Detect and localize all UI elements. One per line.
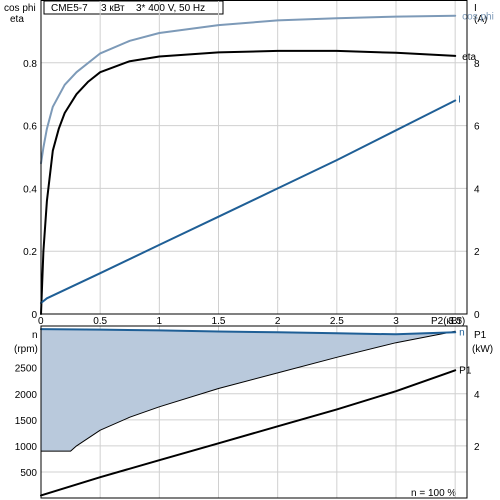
speed-series-label: n (459, 327, 465, 338)
x-tick-label: 3.5 (448, 316, 462, 327)
p1-axis-label: P1 (474, 330, 487, 341)
left-tick-label: 0.6 (23, 122, 37, 133)
x-tick-label: 0 (38, 316, 44, 327)
left-tick-label: 0.4 (23, 184, 37, 195)
grid-layer (40, 0, 467, 498)
speed-tick-label: 2000 (15, 390, 38, 401)
frame-layer (40, 0, 468, 499)
speed-unit-label: (rpm) (14, 344, 38, 355)
right-tick-label: 2 (474, 247, 480, 258)
header-power: 3 кВт (101, 3, 125, 14)
x-tick-label: 1.5 (212, 316, 226, 327)
x-tick-label: 3 (393, 316, 399, 327)
min-speed-line (40, 330, 456, 452)
right-tick-label: 4 (474, 184, 480, 195)
current-axis-label: I (474, 3, 477, 14)
cosphi-series-label: cos phi (462, 12, 494, 23)
current-unit-label: (A) (474, 14, 487, 25)
bottom-panel-frame (40, 325, 468, 499)
x-tick-label: 1 (157, 316, 163, 327)
cosphi-series-line (40, 14, 457, 165)
current-series-line (40, 99, 457, 304)
header-supply: 3* 400 V, 50 Hz (136, 3, 205, 14)
eta-series-label: eta (462, 52, 476, 63)
top-panel-frame (40, 0, 468, 315)
eta-axis-label: eta (10, 14, 24, 25)
x-tick-label: 0.5 (93, 316, 107, 327)
speed-tick-label: 2500 (15, 364, 38, 375)
speed-series-line (40, 328, 457, 336)
p1-unit-label: (kW) (472, 344, 493, 355)
p1-tick-label: 4 (474, 390, 480, 401)
right-tick-label: 6 (474, 122, 480, 133)
header: CME5-7 3 кВт 3* 400 V, 50 Hz (43, 0, 224, 15)
speed-tick-label: 1500 (15, 416, 38, 427)
tick-layer: 0 0.5 1 1.5 2 2.5 3 3.5 0 0.2 0.4 0.6 0.8 0 2 4 6 8 500 100… (15, 59, 480, 479)
eta-series-line (40, 49, 457, 315)
p1-series-label: P1 (459, 365, 472, 376)
cosphi-axis-label: cos phi (4, 3, 36, 14)
header-model: CME5-7 (51, 3, 88, 14)
x-tick-label: 2.5 (330, 316, 344, 327)
speed-tick-label: 1000 (15, 442, 38, 453)
left-tick-label: 0.2 (23, 247, 37, 258)
speed-footer-note: n = 100 % (411, 488, 456, 499)
speed-range-area (41, 329, 456, 452)
right-tick-label: 0 (474, 310, 480, 321)
left-tick-label: 0 (31, 310, 37, 321)
current-series-label: I (458, 94, 461, 105)
x-tick-label: 2 (275, 316, 281, 327)
speed-tick-label: 500 (20, 468, 37, 479)
left-tick-label: 0.8 (23, 59, 37, 70)
p1-tick-label: 2 (474, 442, 480, 453)
speed-axis-label: n (32, 330, 38, 341)
p1-series-line (40, 369, 457, 497)
right-tick-label: 8 (474, 59, 480, 70)
power-axis-label: P2(кВт) (431, 316, 465, 327)
